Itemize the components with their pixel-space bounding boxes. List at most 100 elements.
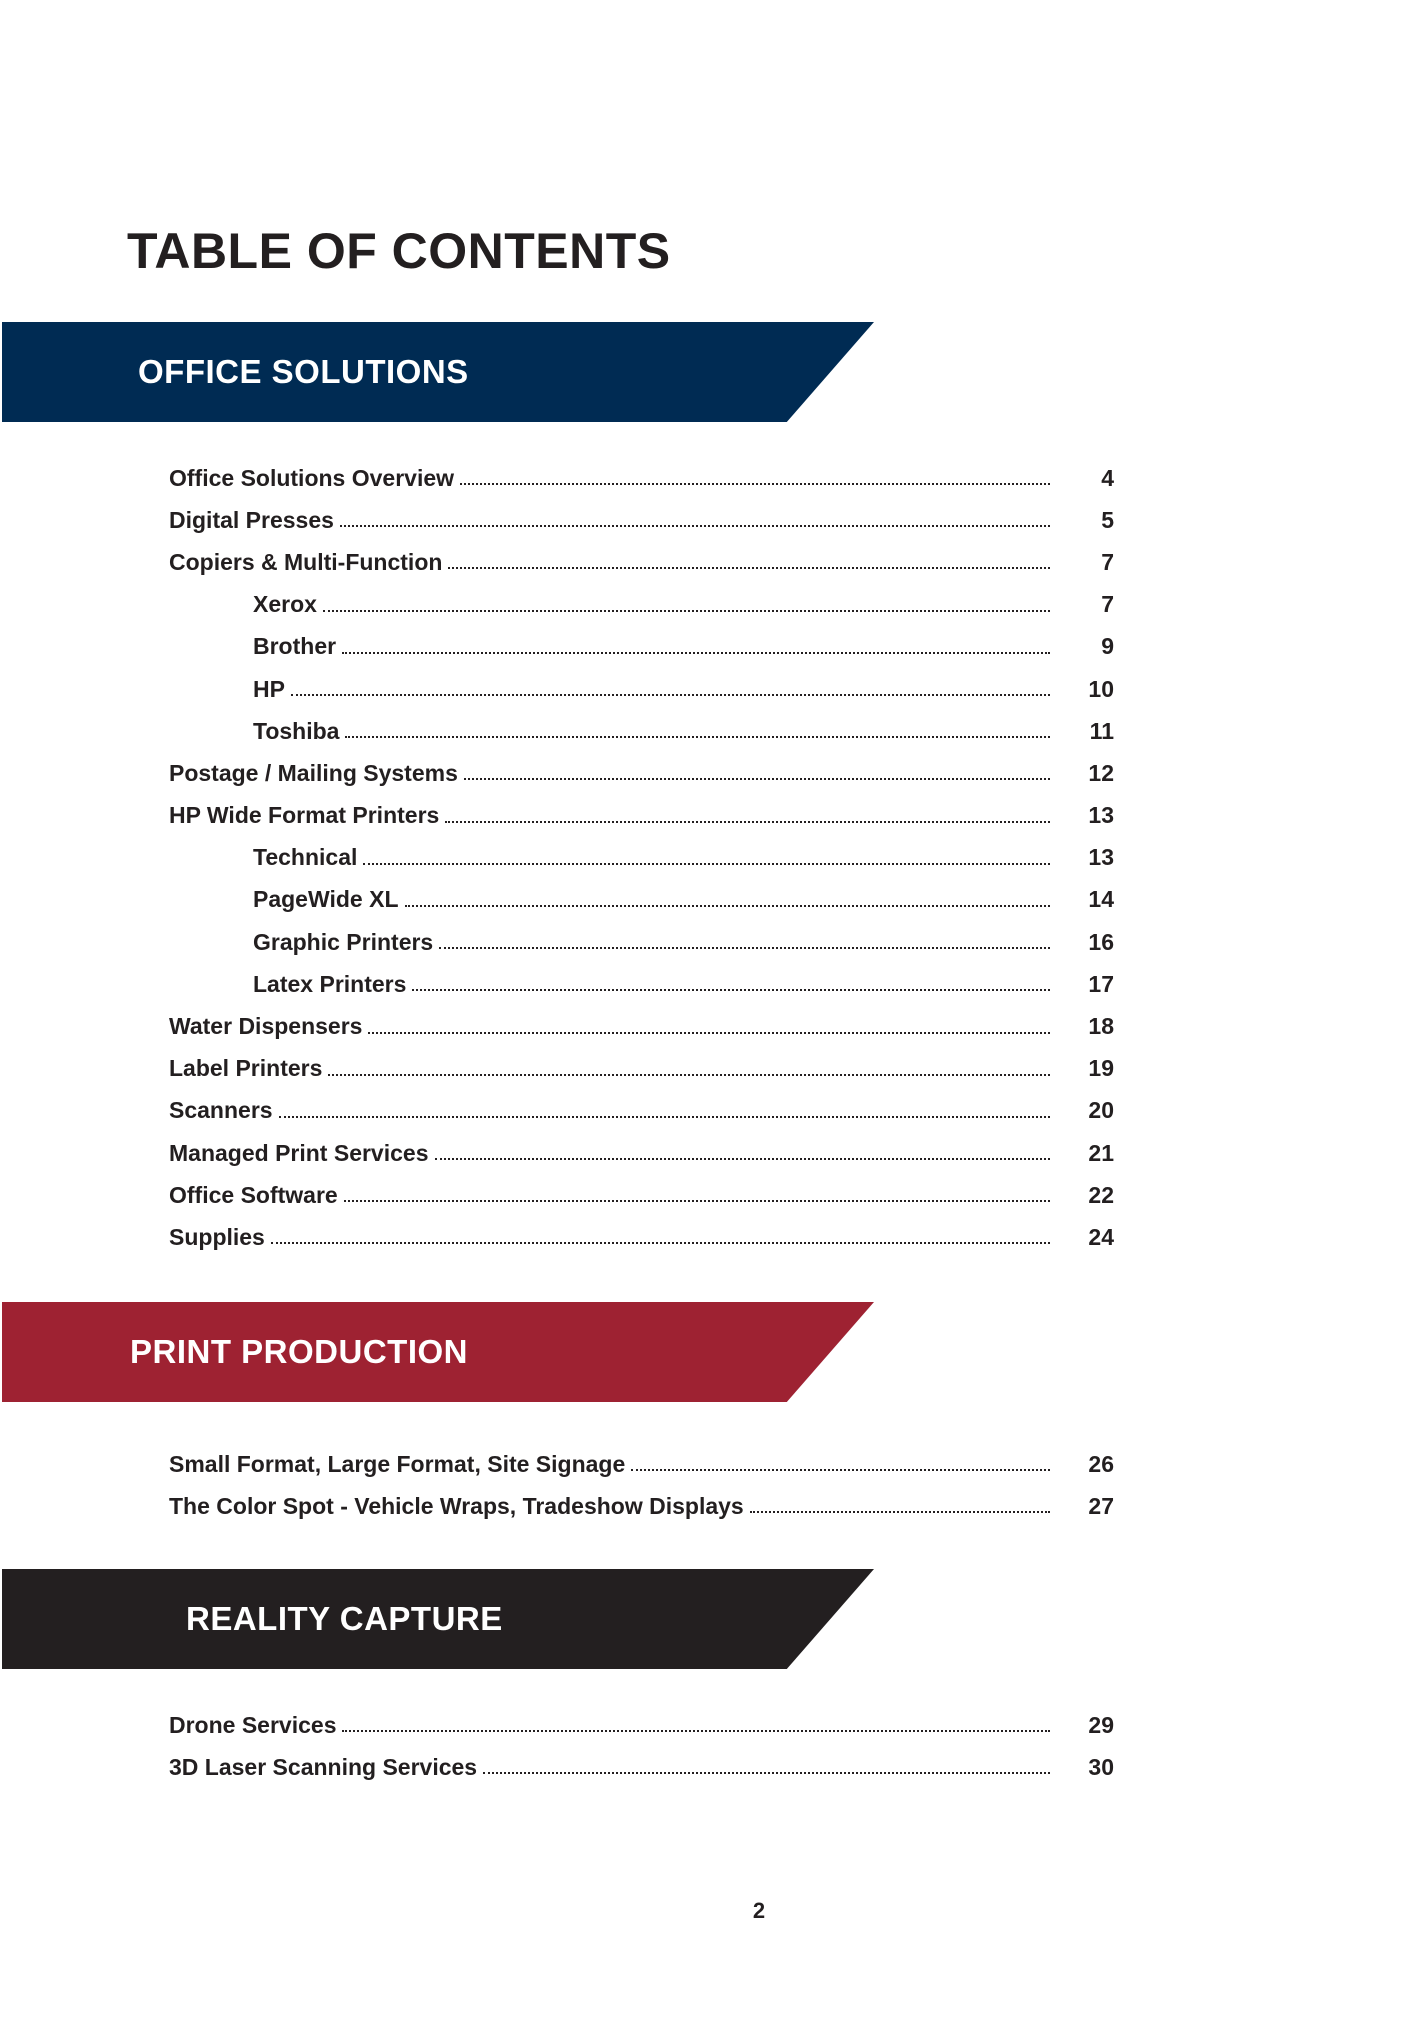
toc-entry-page: 17	[1088, 970, 1114, 997]
toc-entry-label: Office Solutions Overview	[169, 464, 461, 492]
toc-entry-page: 26	[1088, 1450, 1114, 1477]
toc-entry-label: HP Wide Format Printers	[169, 802, 446, 830]
page-title: TABLE OF CONTENTS	[127, 223, 671, 279]
toc-entry-label: Digital Presses	[169, 506, 340, 534]
toc-entry-label: Office Software	[169, 1181, 344, 1209]
toc-entry-label: Technical	[253, 844, 364, 872]
dot-leader	[439, 947, 1050, 950]
toc-entry-page: 13	[1088, 844, 1114, 871]
toc-entry[interactable]: Graphic Printers 16	[169, 921, 1114, 963]
toc-entry[interactable]: Technical 13	[169, 837, 1114, 879]
dot-leader	[339, 525, 1050, 528]
toc-entry-page: 11	[1089, 717, 1114, 744]
toc-entry-page: 4	[1101, 464, 1114, 491]
toc-entry-label: Toshiba	[253, 717, 346, 745]
toc-entry[interactable]: Digital Presses 5	[169, 499, 1114, 541]
dot-leader	[463, 778, 1050, 781]
toc-entry-page: 7	[1101, 548, 1114, 575]
toc-entry[interactable]: Office Solutions Overview 4	[169, 457, 1114, 499]
toc-entry-label: Small Format, Large Format, Site Signage	[169, 1450, 632, 1478]
toc-entry-label: Copiers & Multi-Function	[169, 548, 449, 576]
toc-entry-page: 20	[1088, 1097, 1114, 1124]
toc-entry-label: Xerox	[253, 591, 323, 619]
toc-entry-label: Water Dispensers	[169, 1013, 369, 1041]
dot-leader	[328, 1073, 1050, 1076]
section-banner-print-production: PRINT PRODUCTION	[2, 1302, 874, 1402]
section-heading: REALITY CAPTURE	[186, 1600, 503, 1637]
toc-entry[interactable]: Xerox 7	[169, 584, 1114, 626]
toc-entry[interactable]: Office Software 22	[169, 1174, 1114, 1216]
toc-entry-label: Supplies	[169, 1223, 271, 1251]
toc-entry-label: Postage / Mailing Systems	[169, 759, 464, 787]
toc-entry[interactable]: Supplies 24	[169, 1216, 1114, 1258]
toc-entry[interactable]: Label Printers 19	[169, 1048, 1114, 1090]
toc-entry[interactable]: Scanners 20	[169, 1090, 1114, 1132]
toc-entry-page: 14	[1088, 886, 1114, 913]
toc-entry[interactable]: Latex Printers 17	[169, 963, 1114, 1005]
dot-leader	[749, 1511, 1050, 1514]
toc-entry-page: 13	[1088, 802, 1114, 829]
toc-entry-label: HP	[253, 675, 291, 703]
dot-leader	[460, 483, 1050, 486]
dot-leader	[363, 862, 1050, 865]
toc-entry-label: Brother	[253, 633, 343, 661]
toc-entry-page: 10	[1088, 675, 1114, 702]
dot-leader	[445, 820, 1050, 823]
toc-entry-label: The Color Spot - Vehicle Wraps, Tradesho…	[169, 1492, 750, 1520]
toc-entry-page: 7	[1101, 591, 1114, 618]
toc-entry-page: 5	[1101, 506, 1114, 533]
toc-entry-label: Managed Print Services	[169, 1139, 435, 1167]
dot-leader	[368, 1031, 1050, 1034]
dot-leader	[412, 989, 1050, 992]
toc-entry[interactable]: PageWide XL 14	[169, 879, 1114, 921]
toc-entry[interactable]: Water Dispensers 18	[169, 1005, 1114, 1047]
toc-entry[interactable]: 3D Laser Scanning Services 30	[169, 1746, 1114, 1788]
toc-entry[interactable]: Small Format, Large Format, Site Signage…	[169, 1443, 1114, 1485]
toc-entry-label: Label Printers	[169, 1055, 329, 1083]
dot-leader	[343, 1200, 1050, 1203]
dot-leader	[631, 1469, 1050, 1472]
toc-entry-page: 21	[1088, 1139, 1114, 1166]
toc-entry-label: Latex Printers	[253, 970, 413, 998]
toc-entry-page: 16	[1088, 928, 1114, 955]
dot-leader	[434, 1158, 1050, 1161]
section-heading: OFFICE SOLUTIONS	[138, 353, 469, 390]
toc-entry-page: 9	[1101, 633, 1114, 660]
toc-entry-page: 30	[1088, 1753, 1114, 1780]
toc-entry-page: 18	[1088, 1013, 1114, 1040]
toc-list-reality-capture: Drone Services 29 3D Laser Scanning Servic…	[169, 1704, 1114, 1788]
dot-leader	[483, 1772, 1050, 1775]
dot-leader	[270, 1242, 1050, 1245]
toc-list-office-solutions: Office Solutions Overview 4 Digital Presse…	[169, 457, 1114, 1259]
dot-leader	[345, 736, 1050, 739]
toc-entry-page: 27	[1088, 1492, 1114, 1519]
dot-leader	[278, 1115, 1050, 1118]
toc-entry-label: Scanners	[169, 1097, 279, 1125]
toc-entry-label: Graphic Printers	[253, 928, 440, 956]
toc-entry[interactable]: Postage / Mailing Systems 12	[169, 752, 1114, 794]
toc-list-print-production: Small Format, Large Format, Site Signage…	[169, 1443, 1114, 1527]
toc-entry-page: 12	[1088, 759, 1114, 786]
section-heading: PRINT PRODUCTION	[130, 1333, 468, 1370]
dot-leader	[342, 651, 1050, 654]
dot-leader	[322, 609, 1050, 612]
toc-entry[interactable]: HP Wide Format Printers 13	[169, 795, 1114, 837]
toc-entry-label: 3D Laser Scanning Services	[169, 1753, 484, 1781]
toc-entry-page: 24	[1088, 1223, 1114, 1250]
section-banner-reality-capture: REALITY CAPTURE	[2, 1569, 874, 1669]
dot-leader	[404, 904, 1050, 907]
toc-entry[interactable]: Toshiba 11	[169, 710, 1114, 752]
toc-entry[interactable]: HP 10	[169, 668, 1114, 710]
page-number: 2	[752, 1898, 766, 1923]
section-banner-office-solutions: OFFICE SOLUTIONS	[2, 322, 874, 422]
toc-entry-page: 29	[1088, 1711, 1114, 1738]
toc-entry[interactable]: Copiers & Multi-Function 7	[169, 541, 1114, 583]
dot-leader	[342, 1730, 1050, 1733]
toc-entry[interactable]: The Color Spot - Vehicle Wraps, Tradesho…	[169, 1485, 1114, 1527]
toc-entry[interactable]: Brother 9	[169, 626, 1114, 668]
toc-entry-page: 19	[1088, 1055, 1114, 1082]
toc-entry-label: PageWide XL	[253, 886, 405, 914]
toc-entry[interactable]: Drone Services 29	[169, 1704, 1114, 1746]
toc-entry-page: 22	[1088, 1181, 1114, 1208]
toc-entry[interactable]: Managed Print Services 21	[169, 1132, 1114, 1174]
